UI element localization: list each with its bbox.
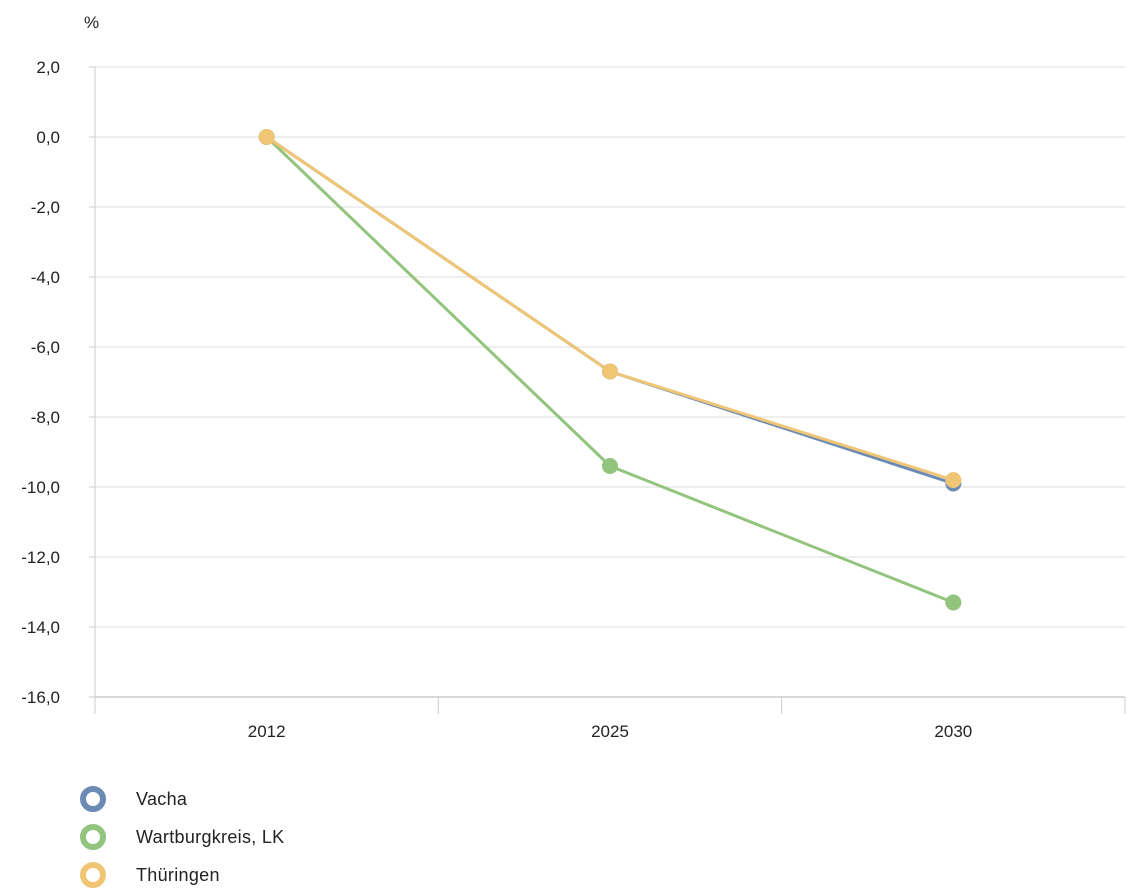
gridlines <box>95 66 1125 698</box>
legend-marker-icon <box>80 786 106 812</box>
y-tick-label: -4,0 <box>31 268 60 287</box>
series-line <box>265 135 954 482</box>
y-tick-label: -8,0 <box>31 408 60 427</box>
y-tick-label: 2,0 <box>36 58 60 77</box>
y-tick-label: -12,0 <box>21 548 60 567</box>
x-tick-label: 2030 <box>934 722 972 741</box>
y-tick-label: -14,0 <box>21 618 60 637</box>
y-axis-unit-label: % <box>84 13 99 32</box>
x-tick-label: 2012 <box>248 722 286 741</box>
data-point[interactable] <box>945 472 962 488</box>
legend-label: Thüringen <box>136 864 220 885</box>
line-chart: % 2,0 0,0 -2,0 -4,0 -6,0 -8,0 -10,0 -12,0 -14,0 -… <box>21 13 1126 741</box>
series-points <box>258 129 962 611</box>
data-point[interactable] <box>258 129 275 145</box>
y-tick-label: -10,0 <box>21 478 60 497</box>
legend-label: Wartburgkreis, LK <box>136 826 285 847</box>
y-tick-label: -16,0 <box>21 688 60 707</box>
y-tick-label: 0,0 <box>36 128 60 147</box>
legend-item[interactable]: Thüringen <box>80 856 284 894</box>
y-tick-label: -2,0 <box>31 198 60 217</box>
x-axis-ticks: 2012 2025 2030 <box>94 697 1126 741</box>
legend-marker-icon <box>80 824 106 850</box>
legend-marker-icon <box>80 862 106 888</box>
legend-label: Vacha <box>136 788 188 809</box>
y-tick-label: -6,0 <box>31 338 60 357</box>
data-point[interactable] <box>945 594 962 611</box>
series-line <box>265 135 954 485</box>
legend-item[interactable]: Wartburgkreis, LK <box>80 818 284 856</box>
legend: Vacha Wartburgkreis, LK Thüringen <box>80 780 284 894</box>
x-tick-label: 2025 <box>591 722 629 741</box>
axes <box>94 67 1125 698</box>
y-axis-ticks: 2,0 0,0 -2,0 -4,0 -6,0 -8,0 -10,0 -12,0 -14,0 -16… <box>21 58 95 707</box>
data-point[interactable] <box>602 363 618 380</box>
legend-item[interactable]: Vacha <box>80 780 284 818</box>
data-point[interactable] <box>602 458 618 474</box>
